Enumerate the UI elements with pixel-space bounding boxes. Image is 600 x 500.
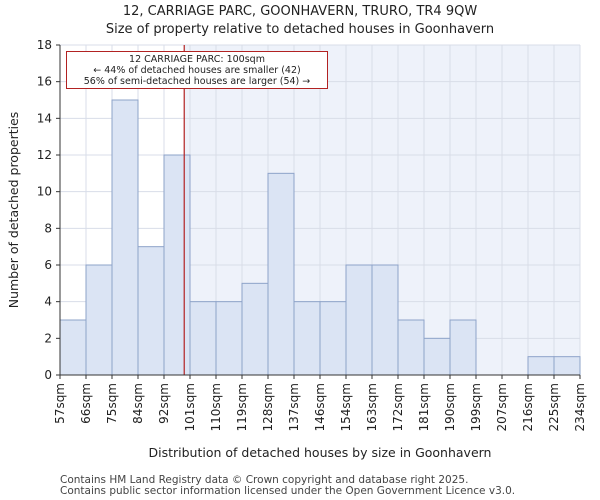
x-axis-label: Distribution of detached houses by size …	[149, 445, 492, 460]
bar-146sqm	[319, 301, 347, 376]
chart-title: 12, CARRIAGE PARC, GOONHAVERN, TRURO, TR…	[122, 4, 478, 19]
bar-66sqm	[85, 264, 113, 376]
x-tick-label: 75sqm	[105, 383, 119, 424]
x-tick-label: 84sqm	[131, 383, 145, 424]
bar-110sqm	[215, 301, 243, 376]
x-tick-label: 225sqm	[547, 383, 561, 431]
x-tick-label: 66sqm	[79, 383, 93, 424]
bar-128sqm	[267, 172, 295, 376]
footer-line-1: Contains HM Land Registry data © Crown c…	[60, 474, 469, 486]
bar-190sqm	[449, 319, 477, 376]
bar-137sqm	[293, 301, 321, 376]
x-tick-label: 181sqm	[417, 383, 431, 431]
bar-181sqm	[423, 337, 451, 376]
x-tick-label: 57sqm	[53, 383, 67, 424]
annotation-line-2: ← 44% of detached houses are smaller (42…	[93, 65, 301, 76]
footer-line-2: Contains public sector information licen…	[60, 485, 516, 497]
y-tick-label: 14	[37, 111, 52, 125]
y-tick-label: 0	[44, 368, 52, 382]
x-tick-label: 190sqm	[443, 383, 457, 431]
bar-92sqm	[163, 154, 191, 376]
y-axis-label: Number of detached properties	[6, 112, 21, 309]
bar-57sqm	[59, 319, 87, 376]
x-tick-label: 137sqm	[287, 383, 301, 431]
y-tick-label: 2	[44, 331, 52, 345]
x-tick-label: 146sqm	[313, 383, 327, 431]
bar-75sqm	[111, 99, 139, 376]
bar-101sqm	[189, 301, 217, 376]
x-tick-label: 216sqm	[521, 383, 535, 431]
y-tick-label: 12	[37, 148, 52, 162]
x-tick-label: 207sqm	[495, 383, 509, 431]
y-tick-label: 4	[44, 295, 52, 309]
y-tick-label: 10	[37, 185, 52, 199]
bar-154sqm	[345, 264, 373, 376]
bar-119sqm	[241, 282, 269, 376]
annotation-line-1: 12 CARRIAGE PARC: 100sqm	[129, 54, 265, 65]
x-tick-label: 154sqm	[339, 383, 353, 431]
bar-163sqm	[371, 264, 399, 376]
y-tick-label: 8	[44, 221, 52, 235]
bar-216sqm	[527, 356, 555, 376]
x-tick-label: 119sqm	[235, 383, 249, 431]
x-tick-label: 110sqm	[209, 383, 223, 431]
chart-subtitle: Size of property relative to detached ho…	[105, 22, 495, 37]
annotation-line-3: 56% of semi-detached houses are larger (…	[83, 76, 311, 87]
y-tick-label: 18	[37, 38, 52, 52]
bar-84sqm	[137, 246, 165, 376]
x-tick-label: 172sqm	[391, 383, 405, 431]
y-tick-label: 16	[37, 75, 52, 89]
bar-172sqm	[397, 319, 425, 376]
property-annotation: 12 CARRIAGE PARC: 100sqm ← 44% of detach…	[66, 51, 328, 89]
x-tick-label: 199sqm	[469, 383, 483, 431]
x-tick-label: 101sqm	[183, 383, 197, 431]
x-tick-label: 128sqm	[261, 383, 275, 431]
x-tick-label: 92sqm	[157, 383, 171, 424]
x-tick-label: 163sqm	[365, 383, 379, 431]
x-tick-label: 234sqm	[573, 383, 587, 431]
y-tick-label: 6	[44, 258, 52, 272]
bar-225sqm	[553, 356, 581, 376]
